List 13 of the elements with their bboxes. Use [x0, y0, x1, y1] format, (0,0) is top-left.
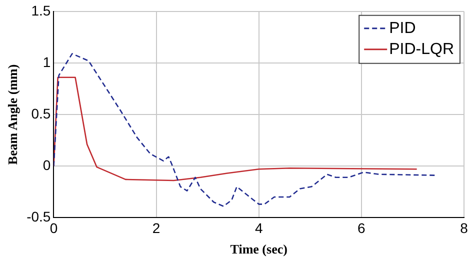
y-tick-label: 1: [42, 54, 51, 70]
y-tick-label: -0.5: [26, 208, 51, 224]
y-tick-label: 0.5: [31, 105, 51, 122]
x-tick-label: 6: [358, 220, 366, 236]
x-axis-title: Time (sec): [230, 242, 288, 257]
y-tick-label: 1.5: [31, 2, 51, 18]
x-tick-label: 2: [152, 220, 160, 236]
legend-label: PID: [389, 20, 416, 37]
x-tick-label: 8: [460, 220, 468, 236]
y-tick-label: 0: [42, 156, 51, 173]
x-tick-label: 4: [254, 220, 263, 236]
legend-label: PID-LQR: [389, 40, 454, 58]
y-axis-title: Beam Angle (mm): [5, 64, 20, 165]
